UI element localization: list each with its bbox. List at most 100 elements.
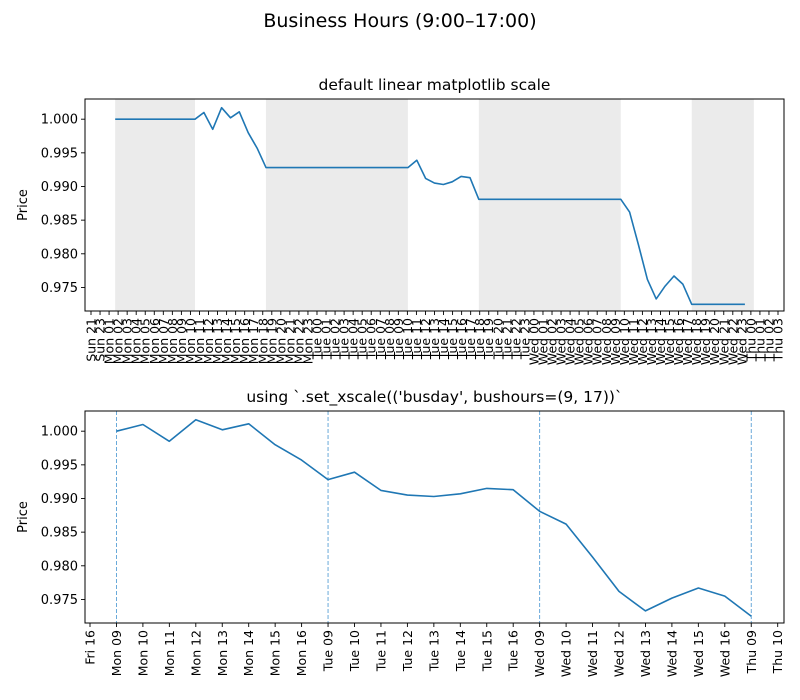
- xtick-label: Thu 09: [744, 630, 759, 674]
- xtick-label: Thu 10: [770, 630, 785, 674]
- xtick-label: Tue 05: [355, 318, 370, 360]
- ytick-label: 0.975: [41, 593, 78, 608]
- figure-suptitle: Business Hours (9:00–17:00): [263, 10, 537, 32]
- xtick-label: Tue 12: [418, 318, 433, 360]
- xtick-label: Wed 14: [664, 630, 679, 677]
- xtick-label: Tue 16: [454, 318, 469, 360]
- xtick-label: Mon 20: [273, 318, 288, 364]
- ytick-label: 0.980: [41, 559, 78, 574]
- xtick-label: Wed 05: [572, 318, 587, 365]
- off-hours-shade: [265, 99, 408, 311]
- bottom-plot-area: [85, 411, 784, 623]
- xtick-label: Tue 15: [445, 318, 460, 360]
- xtick-label: Mon 16: [237, 318, 252, 364]
- ytick-label: 0.980: [41, 247, 78, 262]
- xtick-label: Mon 08: [165, 318, 180, 364]
- xtick-label: Mon 18: [255, 318, 270, 364]
- xtick-label: Mon 05: [138, 318, 153, 364]
- xtick-label: Mon 02: [111, 318, 126, 364]
- bottom-axes-frame: [84, 410, 785, 624]
- xtick-label: Tue 11: [373, 630, 388, 672]
- xtick-label: Mon 07: [156, 318, 171, 364]
- top-plot-area: [85, 99, 784, 311]
- xtick-label: Tue 09: [321, 630, 336, 672]
- xtick-label: Tue 16: [506, 630, 521, 672]
- xtick-label: Tue 12: [400, 630, 415, 672]
- top-axes: 1.000 0.995 0.990 0.985 0.980 0.975 Price Sun 2…: [16, 98, 786, 365]
- xtick-label: Wed 00: [526, 318, 541, 365]
- xtick-label: Tue 13: [427, 318, 442, 360]
- xtick-label: Wed 17: [680, 318, 695, 365]
- ytick-label: 0.985: [41, 214, 78, 229]
- xtick-label: Mon 22: [291, 318, 306, 364]
- y-axis-label: Price: [16, 189, 31, 221]
- xtick-label: Wed 21: [716, 318, 731, 365]
- xtick-label: Wed 20: [707, 318, 722, 365]
- xtick-label: Wed 04: [563, 318, 578, 365]
- xtick-label: Mon 23: [300, 318, 315, 364]
- xtick-label: Tue 13: [426, 630, 441, 672]
- price-line: [116, 418, 752, 617]
- xtick-label: Tue 22: [508, 318, 523, 360]
- xtick-label: Wed 06: [581, 318, 596, 365]
- xtick-label: Fri 16: [83, 630, 98, 665]
- xtick-label: Tue 18: [472, 318, 487, 360]
- xtick-label: Wed 23: [734, 318, 749, 365]
- xtick-label: Mon 13: [215, 630, 230, 676]
- xtick-label: Tue 21: [499, 318, 514, 360]
- xtick-label: Wed 12: [635, 318, 650, 365]
- xtick-label: Wed 13: [638, 630, 653, 677]
- xtick-label: Mon 03: [120, 318, 135, 364]
- xtick-label: Wed 14: [653, 318, 668, 365]
- xtick-label: Wed 08: [599, 318, 614, 365]
- xtick-label: Tue 19: [481, 318, 496, 360]
- xtick-label: Mon 10: [183, 318, 198, 364]
- xtick-label: Mon 10: [135, 630, 150, 676]
- xtick-label: Tue 20: [490, 318, 505, 360]
- xtick-label: Mon 09: [174, 318, 189, 364]
- xtick-label: Wed 02: [545, 318, 560, 365]
- xtick-label: Tue 11: [409, 318, 424, 360]
- xtick-label: Wed 09: [532, 630, 547, 677]
- xtick-label: Mon 16: [294, 630, 309, 676]
- xtick-label: Wed 15: [662, 318, 677, 365]
- ytick-label: 0.995: [41, 458, 78, 473]
- off-hours-shade: [691, 99, 754, 311]
- xtick-label: Wed 07: [590, 318, 605, 365]
- xtick-label: Tue 02: [328, 318, 343, 360]
- xtick-label: Thu 00: [743, 318, 758, 362]
- xtick-label: Mon 12: [201, 318, 216, 364]
- xtick-label: Thu 03: [771, 318, 786, 362]
- xtick-label: Mon 15: [228, 318, 243, 364]
- xtick-label: Tue 10: [347, 630, 362, 672]
- xtick-label: Tue 04: [346, 318, 361, 360]
- xtick-label: Wed 12: [612, 630, 627, 677]
- xtick-label: Wed 18: [689, 318, 704, 365]
- xtick-label: Tue 14: [453, 630, 468, 672]
- xtick-label: Mon 01: [102, 318, 117, 364]
- xtick-label: Tue 06: [364, 318, 379, 360]
- xtick-label: Wed 13: [644, 318, 659, 365]
- xtick-label: Mon 04: [129, 318, 144, 364]
- xtick-label: Wed 11: [585, 630, 600, 677]
- xtick-label: Wed 22: [725, 318, 740, 365]
- xtick-label: Mon 12: [188, 630, 203, 676]
- xtick-label: Wed 16: [717, 630, 732, 677]
- xtick-label: Mon 19: [264, 318, 279, 364]
- price-line: [115, 106, 745, 306]
- xtick-label: Tue 01: [319, 318, 334, 360]
- xtick-label: Mon 21: [282, 318, 297, 364]
- xtick-label: Tue 15: [479, 630, 494, 672]
- xtick-label: Mon 15: [268, 630, 283, 676]
- bottom-axes-title: using `.set_xscale(('busday', bushours=(…: [246, 388, 623, 406]
- xtick-label: Mon 09: [109, 630, 124, 676]
- xtick-label: Wed 15: [691, 630, 706, 677]
- xtick-label: Mon 14: [241, 630, 256, 676]
- xtick-label: Wed 19: [698, 318, 713, 365]
- y-axis-label: Price: [16, 501, 31, 533]
- xtick-label: Mon 14: [219, 318, 234, 364]
- xtick-label: Mon 06: [147, 318, 162, 364]
- xtick-label: Tue 07: [373, 318, 388, 360]
- ytick-label: 0.990: [41, 180, 78, 195]
